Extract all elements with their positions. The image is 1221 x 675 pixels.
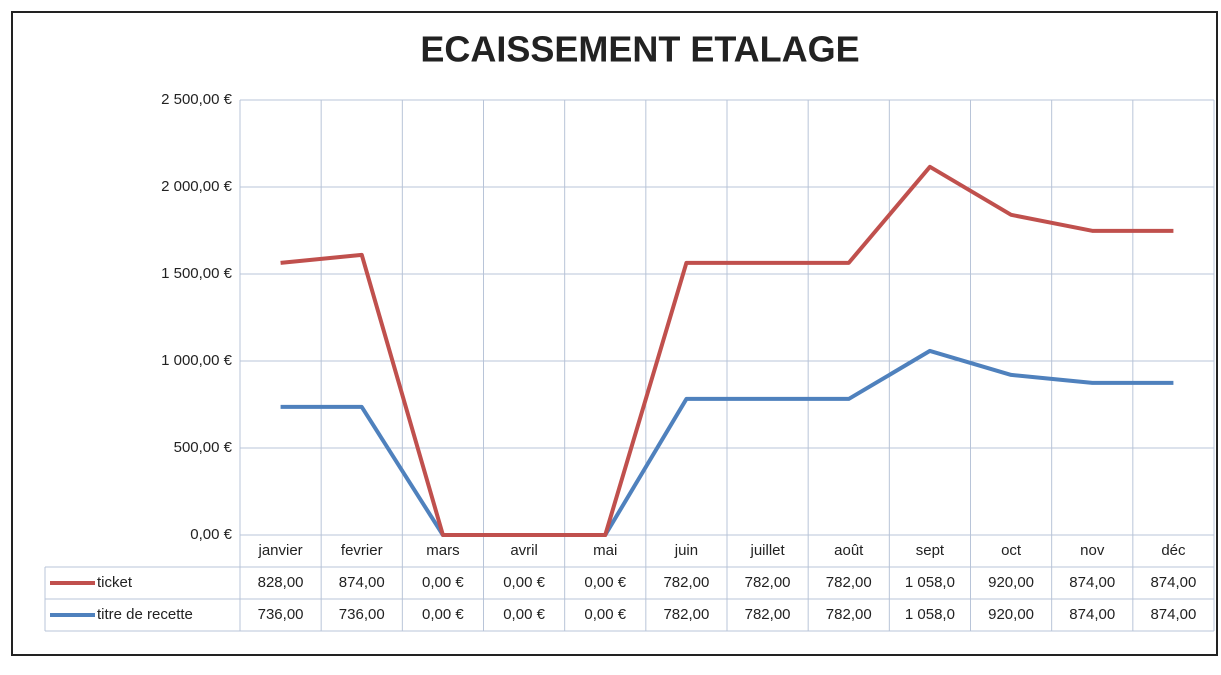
chart-title: ECAISSEMENT ETALAGE [420,29,859,70]
y-tick-label: 2 500,00 € [161,91,233,108]
y-tick-label: 2 000,00 € [161,178,233,195]
legend-label: titre de recette [97,606,193,623]
x-tick-label: janvier [257,542,302,559]
x-tick-label: mai [593,542,617,559]
table-value: 828,00 [258,574,304,591]
table-value: 874,00 [1069,574,1115,591]
table-value: 736,00 [258,606,304,623]
table-value: 0,00 € [584,606,626,623]
table-value: 782,00 [745,574,791,591]
x-tick-label: avril [510,542,538,559]
table-value: 0,00 € [503,606,545,623]
table-value: 1 058,0 [905,606,955,623]
table-value: 782,00 [745,606,791,623]
table-value: 0,00 € [422,606,464,623]
table-value: 874,00 [1069,606,1115,623]
x-tick-label: déc [1161,542,1186,559]
line-series [280,164,1174,537]
table-value: 1 058,0 [905,574,955,591]
y-tick-label: 500,00 € [174,439,233,456]
x-tick-label: oct [1001,542,1022,559]
table-value: 0,00 € [584,574,626,591]
table-value: 920,00 [988,574,1034,591]
x-tick-label: mars [426,542,459,559]
y-tick-label: 0,00 € [190,526,232,543]
table-value: 736,00 [339,606,385,623]
chart-border [11,11,1218,656]
table-value: 782,00 [663,606,709,623]
x-tick-label: sept [916,542,945,559]
line-series [280,348,1174,537]
table-value: 874,00 [1150,606,1196,623]
table-value: 0,00 € [503,574,545,591]
x-tick-label: juin [674,542,698,559]
table-value: 874,00 [1150,574,1196,591]
table-value: 920,00 [988,606,1034,623]
x-tick-label: août [834,542,864,559]
x-tick-label: nov [1080,542,1105,559]
y-tick-label: 1 500,00 € [161,265,233,282]
table-value: 874,00 [339,574,385,591]
legend-label: ticket [97,574,133,591]
y-tick-label: 1 000,00 € [161,352,233,369]
table-value: 0,00 € [422,574,464,591]
x-tick-label: juillet [749,542,785,559]
table-value: 782,00 [826,606,872,623]
table-value: 782,00 [663,574,709,591]
table-value: 782,00 [826,574,872,591]
x-tick-label: fevrier [341,542,383,559]
